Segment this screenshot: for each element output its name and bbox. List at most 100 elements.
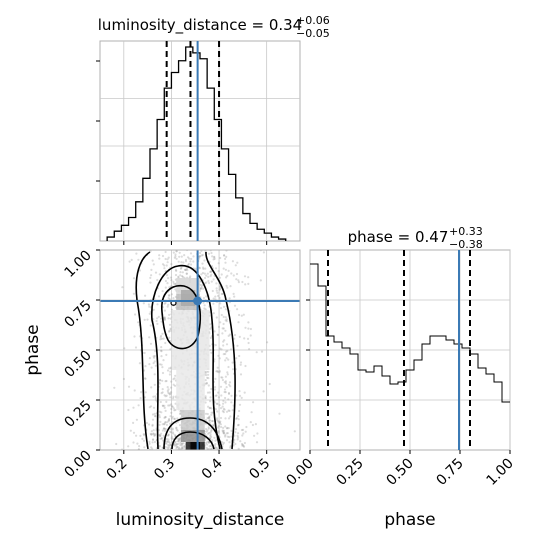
scatter-point (209, 434, 212, 437)
scatter-point (166, 258, 169, 261)
scatter-point (208, 391, 211, 394)
scatter-point (160, 411, 163, 414)
scatter-point (165, 442, 168, 445)
scatter-point (167, 419, 171, 422)
scatter-point (169, 431, 173, 434)
scatter-point (174, 402, 177, 405)
scatter-point (215, 370, 218, 373)
scatter-point (233, 295, 236, 298)
scatter-point (179, 274, 182, 277)
scatter-point (151, 259, 154, 262)
scatter-point (213, 257, 216, 260)
scatter-point (220, 313, 223, 317)
scatter-point (161, 332, 164, 335)
scatter-point (151, 418, 155, 421)
scatter-point (216, 366, 219, 369)
scatter-point (224, 417, 227, 420)
scatter-point (235, 357, 238, 360)
scatter-point (164, 301, 167, 305)
scatter-point (217, 426, 220, 429)
scatter-point (137, 258, 140, 261)
scatter-point (225, 386, 228, 389)
scatter-point (206, 391, 210, 394)
scatter-point (217, 430, 220, 433)
scatter-point (207, 426, 210, 429)
scatter-point (237, 447, 240, 450)
scatter-point (205, 446, 208, 450)
scatter-point (177, 440, 180, 443)
scatter-point (169, 339, 172, 343)
scatter-point (268, 382, 271, 386)
scatter-point (206, 376, 209, 379)
scatter-point (176, 437, 180, 440)
scatter-point (172, 297, 175, 300)
scatter-point (224, 375, 227, 378)
contour-inner-bottom (171, 431, 215, 450)
scatter-point (225, 410, 229, 413)
scatter-point (222, 402, 225, 405)
scatter-point (172, 378, 175, 381)
scatter-point (169, 427, 172, 430)
scatter-point (161, 290, 164, 293)
scatter-point (182, 442, 185, 445)
scatter-point (173, 417, 176, 421)
scatter-point (205, 427, 208, 431)
scatter-point (216, 419, 219, 423)
scatter-point (168, 367, 171, 370)
scatter-point (160, 392, 163, 395)
scatter-point (158, 382, 161, 385)
scatter-point (161, 371, 165, 375)
scatter-point (181, 447, 184, 450)
scatter-point (229, 285, 232, 288)
scatter-point (214, 408, 217, 411)
scatter-point (146, 318, 149, 321)
scatter-point (227, 358, 230, 361)
scatter-point (178, 424, 182, 427)
scatter-point (226, 426, 229, 430)
scatter-point (152, 395, 155, 398)
scatter-point (214, 446, 217, 449)
scatter-point (177, 275, 180, 278)
hist-a-title-plus: +0.06 (296, 14, 330, 27)
scatter-point (208, 445, 211, 448)
scatter-point (224, 434, 227, 437)
scatter-point (210, 435, 213, 439)
scatter-point (171, 437, 174, 440)
scatter-point (179, 267, 182, 270)
scatter-point (208, 419, 211, 422)
scatter-point (167, 434, 170, 437)
scatter-point (217, 294, 220, 297)
scatter-point (175, 426, 178, 429)
scatter-point (154, 395, 157, 398)
scatter-point (222, 411, 225, 414)
scatter-point (247, 282, 250, 285)
scatter-point (228, 383, 231, 386)
scatter-point (226, 371, 229, 374)
scatter-point (145, 421, 148, 425)
scatter-point (215, 316, 218, 319)
scatter-point (153, 360, 156, 363)
scatter-point (185, 272, 188, 275)
scatter-point (243, 441, 246, 445)
scatter-point (226, 373, 229, 376)
scatter-point (217, 262, 220, 265)
scatter-point (242, 444, 245, 447)
scatter-point (225, 432, 228, 435)
scatter-point (236, 434, 239, 437)
scatter-point (224, 319, 227, 322)
scatter-point (200, 254, 203, 257)
scatter-point (148, 305, 151, 308)
scatter-point (179, 444, 182, 447)
scatter-point (173, 444, 176, 447)
scatter-point (199, 251, 202, 255)
scatter-point (214, 298, 217, 301)
scatter-point (210, 429, 213, 432)
scatter-point (224, 435, 227, 438)
scatter-point (160, 436, 163, 440)
scatter-point (204, 276, 207, 280)
scatter-point (151, 447, 154, 450)
scatter-point (169, 327, 172, 330)
scatter-point (154, 433, 157, 436)
scatter-point (167, 317, 170, 320)
